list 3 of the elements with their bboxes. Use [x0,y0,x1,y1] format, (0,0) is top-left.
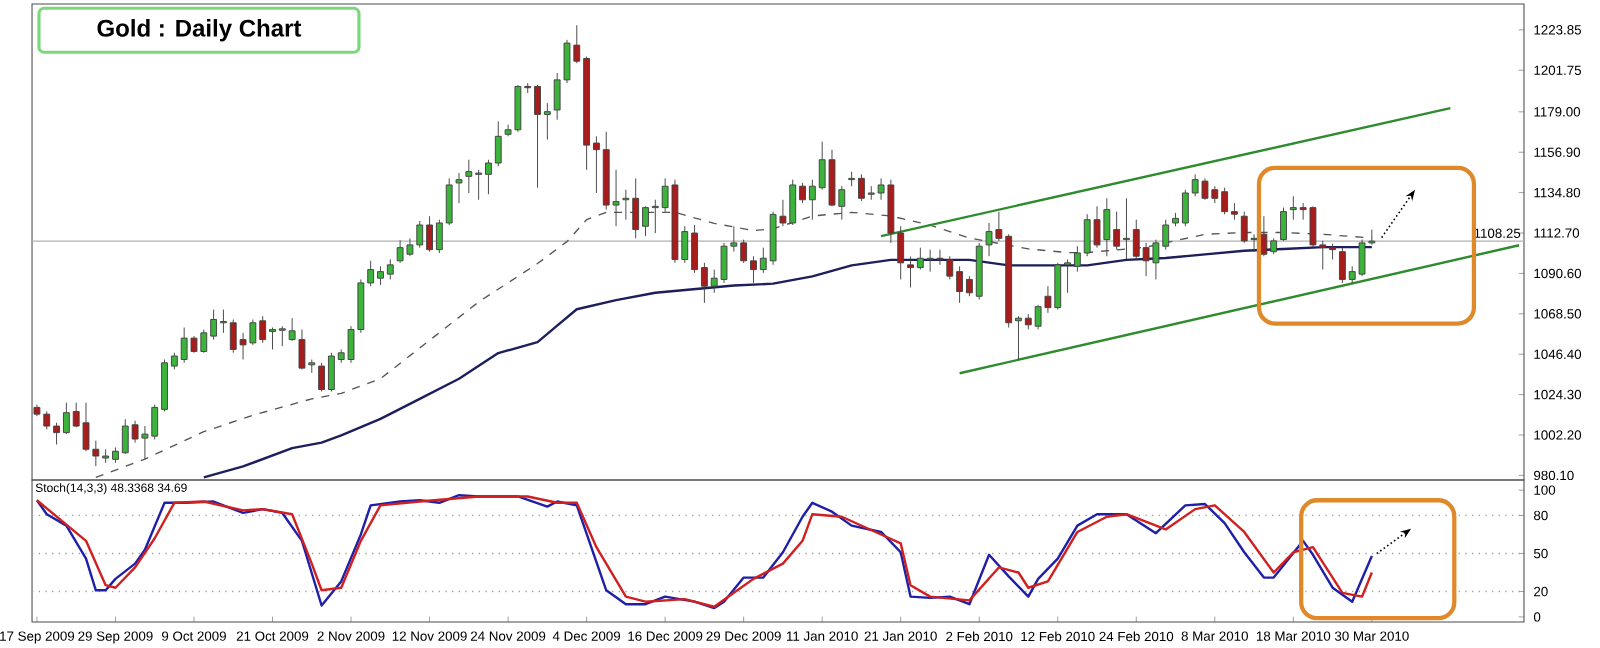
text: Gold : Daily Chart [97,19,302,42]
candlestick [455,172,463,204]
candlestick [1280,207,1287,241]
